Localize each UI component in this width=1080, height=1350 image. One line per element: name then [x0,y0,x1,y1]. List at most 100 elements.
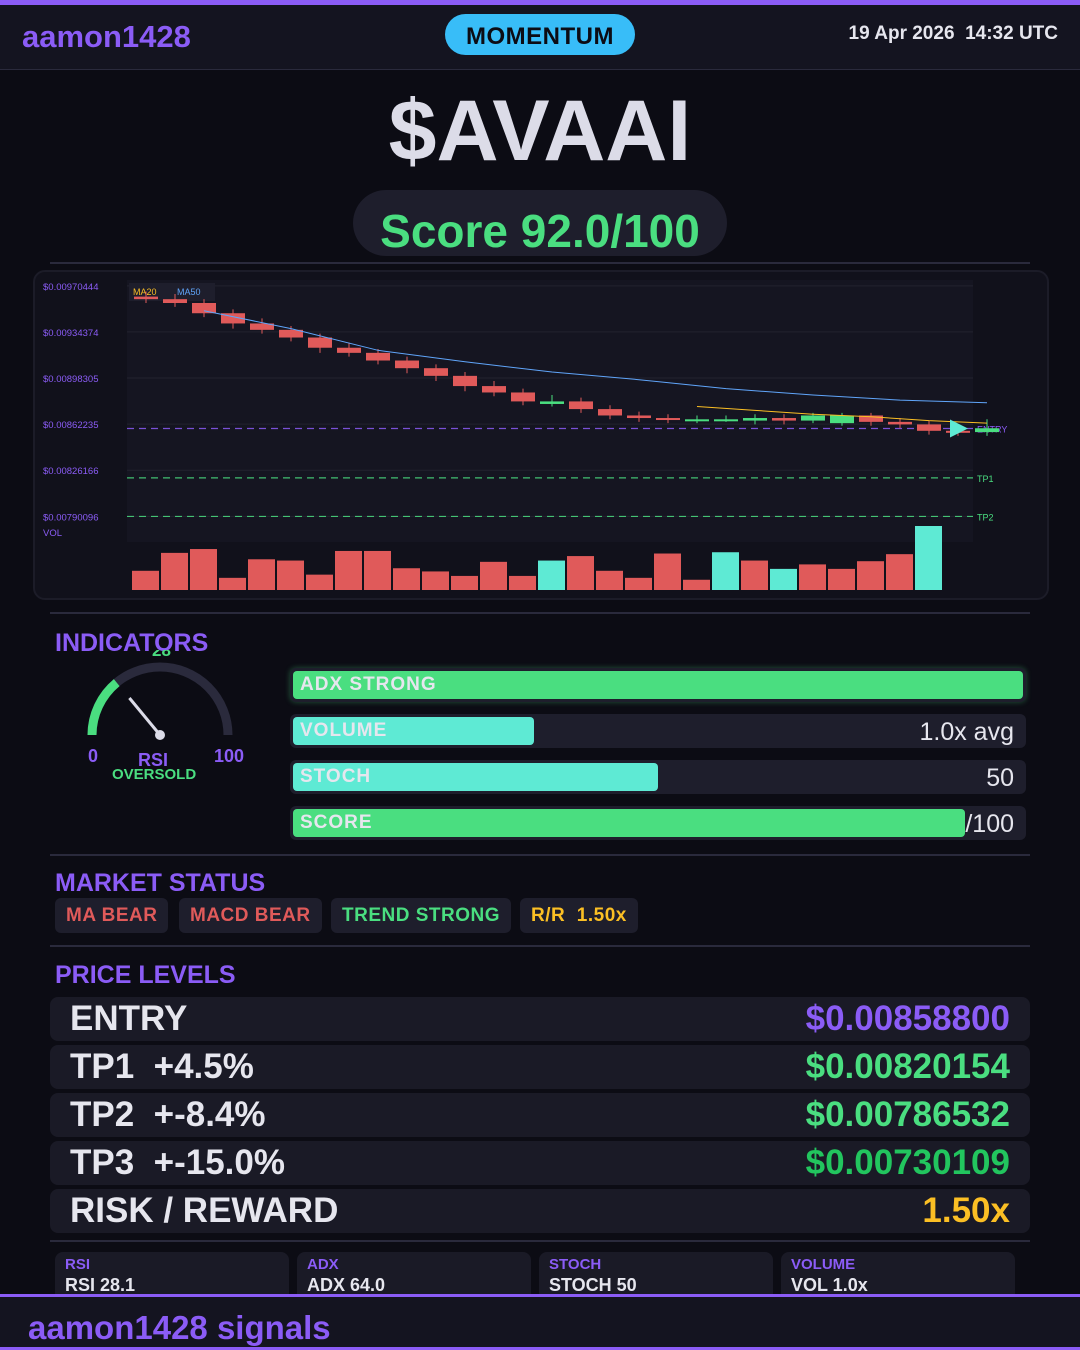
divider [50,612,1030,614]
gauge-max-label: 100 [214,746,244,766]
chip-trend-strong: TREND STRONG [331,898,511,933]
volume-bar [538,560,565,590]
candle-body [511,392,535,402]
gauge-needle [128,697,162,736]
rsi-state: OVERSOLD [112,766,196,783]
divider [50,262,1030,264]
ma20-line [696,406,988,424]
ticker-symbol: $AVAAI [388,83,692,179]
level-row-tp3: TP3 +-15.0% $0.00730109 [50,1141,1030,1185]
volume-bar [219,577,246,590]
candle-body [366,352,390,361]
candle-body [279,329,303,338]
stoch-fill [293,763,658,791]
gauge-hub [155,730,165,740]
chip-risk-reward: R/R 1.50x [520,898,638,933]
stat-value: STOCH 50 [549,1275,637,1295]
indicators-title: INDICATORS [55,629,209,657]
volume-bar [335,550,362,590]
volume-bar [480,561,507,590]
level-value: $0.00786532 [805,1095,1010,1134]
volume-bar [161,552,188,590]
volume-label: VOL [43,528,62,539]
stat-adx: ADX ADX 64.0 [297,1252,531,1296]
level-value: $0.00820154 [805,1047,1010,1086]
rsi-value: 28 [152,650,171,660]
legend-ma20: MA20 [133,287,157,297]
level-row-tp1: TP1 +4.5% $0.00820154 [50,1045,1030,1089]
divider [50,1240,1030,1242]
volume-bar [596,570,623,590]
candle-body [453,375,477,387]
candle-body [540,401,564,404]
volume-bar [654,553,681,590]
price-chart: $0.00970444 $0.00934374 $0.00898305 $0.0086… [33,270,1049,600]
level-row-entry: ENTRY $0.00858800 [50,997,1030,1041]
footer-accent-line [0,1347,1080,1350]
level-label: TP2 [977,512,994,522]
y-tick-label: $0.00898305 [43,374,98,385]
legend-box [129,283,215,301]
volume-bar [190,549,217,590]
gauge-fill [87,679,120,736]
candle-body [395,360,419,369]
level-label: TP1 [977,474,994,484]
y-tick-label: $0.00862235 [43,420,98,431]
volume-bar [799,564,826,590]
score-bar: 92/100 SCORE [290,806,1026,840]
strategy-badge: MOMENTUM [445,14,635,55]
volume-bar [393,568,420,590]
market-status-title: MARKET STATUS [55,869,266,897]
adx-label: ADX STRONG [300,674,437,695]
y-tick-label: $0.00826166 [43,466,98,477]
score-text: Score 92.0/100 [380,205,700,257]
candle-body [221,313,245,324]
candle-body [714,419,738,422]
timestamp: 19 Apr 2026 14:32 UTC [848,23,1058,44]
candlestick-chart: $0.00970444 $0.00934374 $0.00898305 $0.0086… [43,280,1007,590]
chip-macd-bear: MACD BEAR [179,898,322,933]
stat-value: VOL 1.0x [791,1275,868,1295]
stat-stoch: STOCH STOCH 50 [539,1252,773,1296]
candle-body [772,418,796,421]
candle-body [801,415,825,421]
volume-bar [770,568,797,590]
adx-bar: ADX STRONG [290,668,1026,702]
candle-body [308,337,332,348]
header-bar: aamon1428 MOMENTUM 19 Apr 2026 14:32 UTC [0,5,1080,70]
candle-body [424,368,448,376]
level-label: RISK / REWARD [70,1191,339,1230]
volume-bar [683,579,710,590]
price-levels-title: PRICE LEVELS [55,961,236,989]
gauge-track [87,662,233,736]
candle-body [598,409,622,416]
candle-body [163,299,187,304]
volume-bar [915,526,942,590]
stat-rsi: RSI RSI 28.1 [55,1252,289,1296]
level-row-tp2: TP2 +-8.4% $0.00786532 [50,1093,1030,1137]
divider [50,945,1030,947]
candle-body [685,419,709,422]
candle-body [337,347,361,353]
volume-bar [741,560,768,590]
volume-bar [132,570,159,590]
stat-key: VOLUME [791,1256,856,1273]
candle-body [743,418,767,421]
volume-bar [364,550,391,590]
rsi-gauge: 28 0 100 RSI OVERSOLD [75,641,265,800]
volume-value: 1.0x avg [919,718,1014,746]
candle-body [656,418,680,421]
level-label: TP2 +-8.4% [70,1095,266,1134]
candle-body [569,401,593,410]
footer-text: aamon1428 signals [28,1309,331,1346]
level-label: TP1 +4.5% [70,1047,254,1086]
adx-fill [293,671,1023,699]
stat-value: ADX 64.0 [307,1275,386,1295]
y-tick-label: $0.00970444 [43,282,98,293]
score-pill [353,190,727,256]
volume-bar [857,561,884,590]
score-fill [293,809,965,837]
volume-bar [712,552,739,590]
stat-value: RSI 28.1 [65,1275,136,1295]
candle-body [482,386,506,393]
